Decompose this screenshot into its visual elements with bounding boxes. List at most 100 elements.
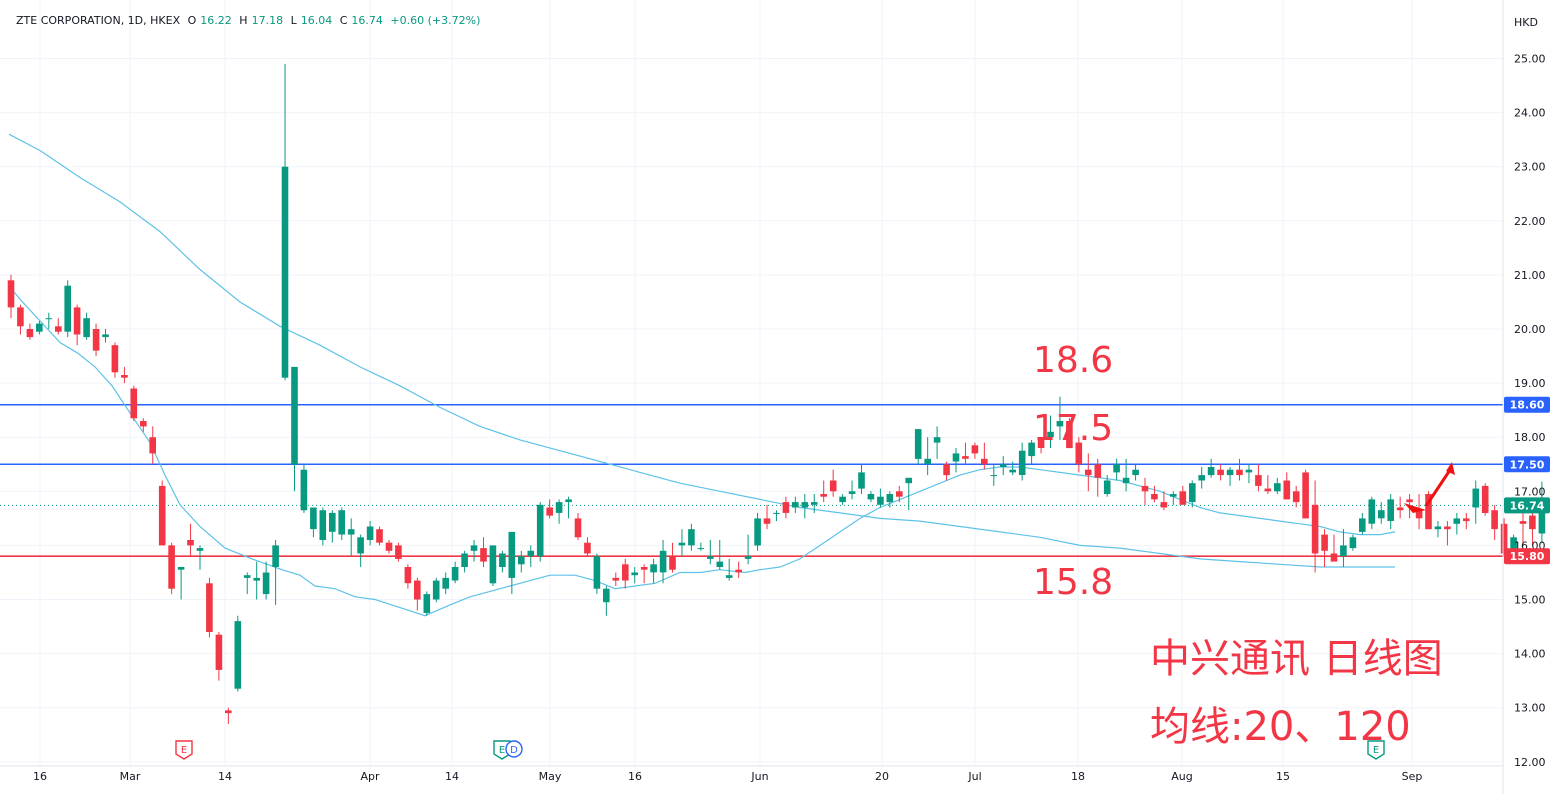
candle-body [291,366,298,465]
close-value: 16.74 [351,14,383,27]
candle-body [1387,499,1394,521]
candle-body [480,548,487,562]
candle [707,539,714,565]
candle-body [905,477,912,484]
candle [55,318,62,335]
open-value: 16.22 [200,14,232,27]
candle-body [404,567,412,584]
candle [801,494,809,519]
candle-body [773,512,780,514]
candle [1113,458,1120,481]
candle-body [64,285,71,332]
ma-periods-annotation: 均线:20、120 [1150,704,1411,750]
candle-body [612,577,620,581]
candle-body [640,567,648,570]
candle [1330,534,1338,562]
candle-body [896,491,903,497]
candle-body [1453,518,1461,524]
candle [1037,437,1045,454]
time-axis[interactable]: 16 Mar 14 Apr 14 May 16 Jun 20 Jul 18 Aug 15 Sep [33,770,1422,783]
candle [1434,521,1442,538]
candle [1491,504,1498,540]
candle-body [1378,510,1385,519]
price-axis[interactable]: 25.00 24.00 23.00 22.00 21.00 20.00 19.00 18.00… [1514,53,1546,769]
candles [7,63,1546,724]
candle-body [253,577,260,581]
candle-body [1075,442,1083,465]
candle-body [933,437,941,443]
candle [1255,464,1262,492]
candle-body [924,458,931,465]
candle-body [744,556,752,559]
candle [149,426,156,465]
candle-body [461,553,468,567]
candle-body [1349,537,1357,549]
candle [121,366,128,384]
candle [716,539,724,570]
candle [999,456,1007,476]
candle-body [527,550,535,557]
earnings-shape [175,740,193,760]
candle-body [1170,494,1177,497]
candle [395,542,402,562]
candle [385,539,393,554]
candle-body [565,499,572,503]
candle [943,461,950,481]
candle [1378,502,1385,524]
price-tick-label: 14.00 [1514,648,1546,661]
candle [1160,491,1168,511]
candle [215,631,223,681]
candle-body [1359,518,1366,532]
candle-body [414,580,421,600]
candle [73,304,81,346]
candle-body [1481,485,1489,513]
candle-body [357,537,364,554]
candle-body [149,437,156,454]
open-label: O [187,14,197,27]
price-tag: 18.60 [1504,396,1550,413]
chart-title-annotation: 中兴通讯 日线图 [1150,636,1443,682]
candle-body [1160,502,1168,508]
candle-body [329,512,336,532]
candle [792,496,799,513]
candle-body [1113,464,1120,473]
low-value: 16.04 [300,14,333,27]
candle [83,312,90,340]
candle [206,577,213,638]
candle [499,550,506,573]
candle-body [810,502,818,505]
candle [820,480,827,503]
candle [1103,475,1111,497]
candle [36,320,43,335]
candle [933,426,941,459]
price-tick-label: 22.00 [1514,215,1546,228]
candle [1009,461,1016,476]
candle-body [36,323,43,332]
candle [744,534,752,565]
candle [518,550,525,573]
candle-body [782,502,790,513]
candle [1236,458,1243,481]
candle-body [622,564,629,581]
candle [829,469,837,497]
candle [272,539,279,605]
currency-label: HKD [1514,16,1538,29]
candle [196,545,204,570]
price-tag: 16.74 [1504,497,1550,514]
price-tag: 15.80 [1504,548,1550,565]
time-tick-label: 15 [1276,770,1290,783]
symbol-name[interactable]: ZTE CORPORATION, 1D, HKEX [16,14,181,27]
candle-body [877,496,884,505]
price-tick-label: 25.00 [1514,53,1546,66]
earnings-letter: E [181,745,187,756]
high-value: 17.18 [251,14,284,27]
candle-body [1028,442,1035,457]
candle [130,385,138,421]
candle-body [215,634,223,670]
candle [612,572,620,586]
earnings-letter: E [1373,745,1379,756]
candle [754,512,761,551]
candle [546,499,553,519]
candle [990,464,998,486]
